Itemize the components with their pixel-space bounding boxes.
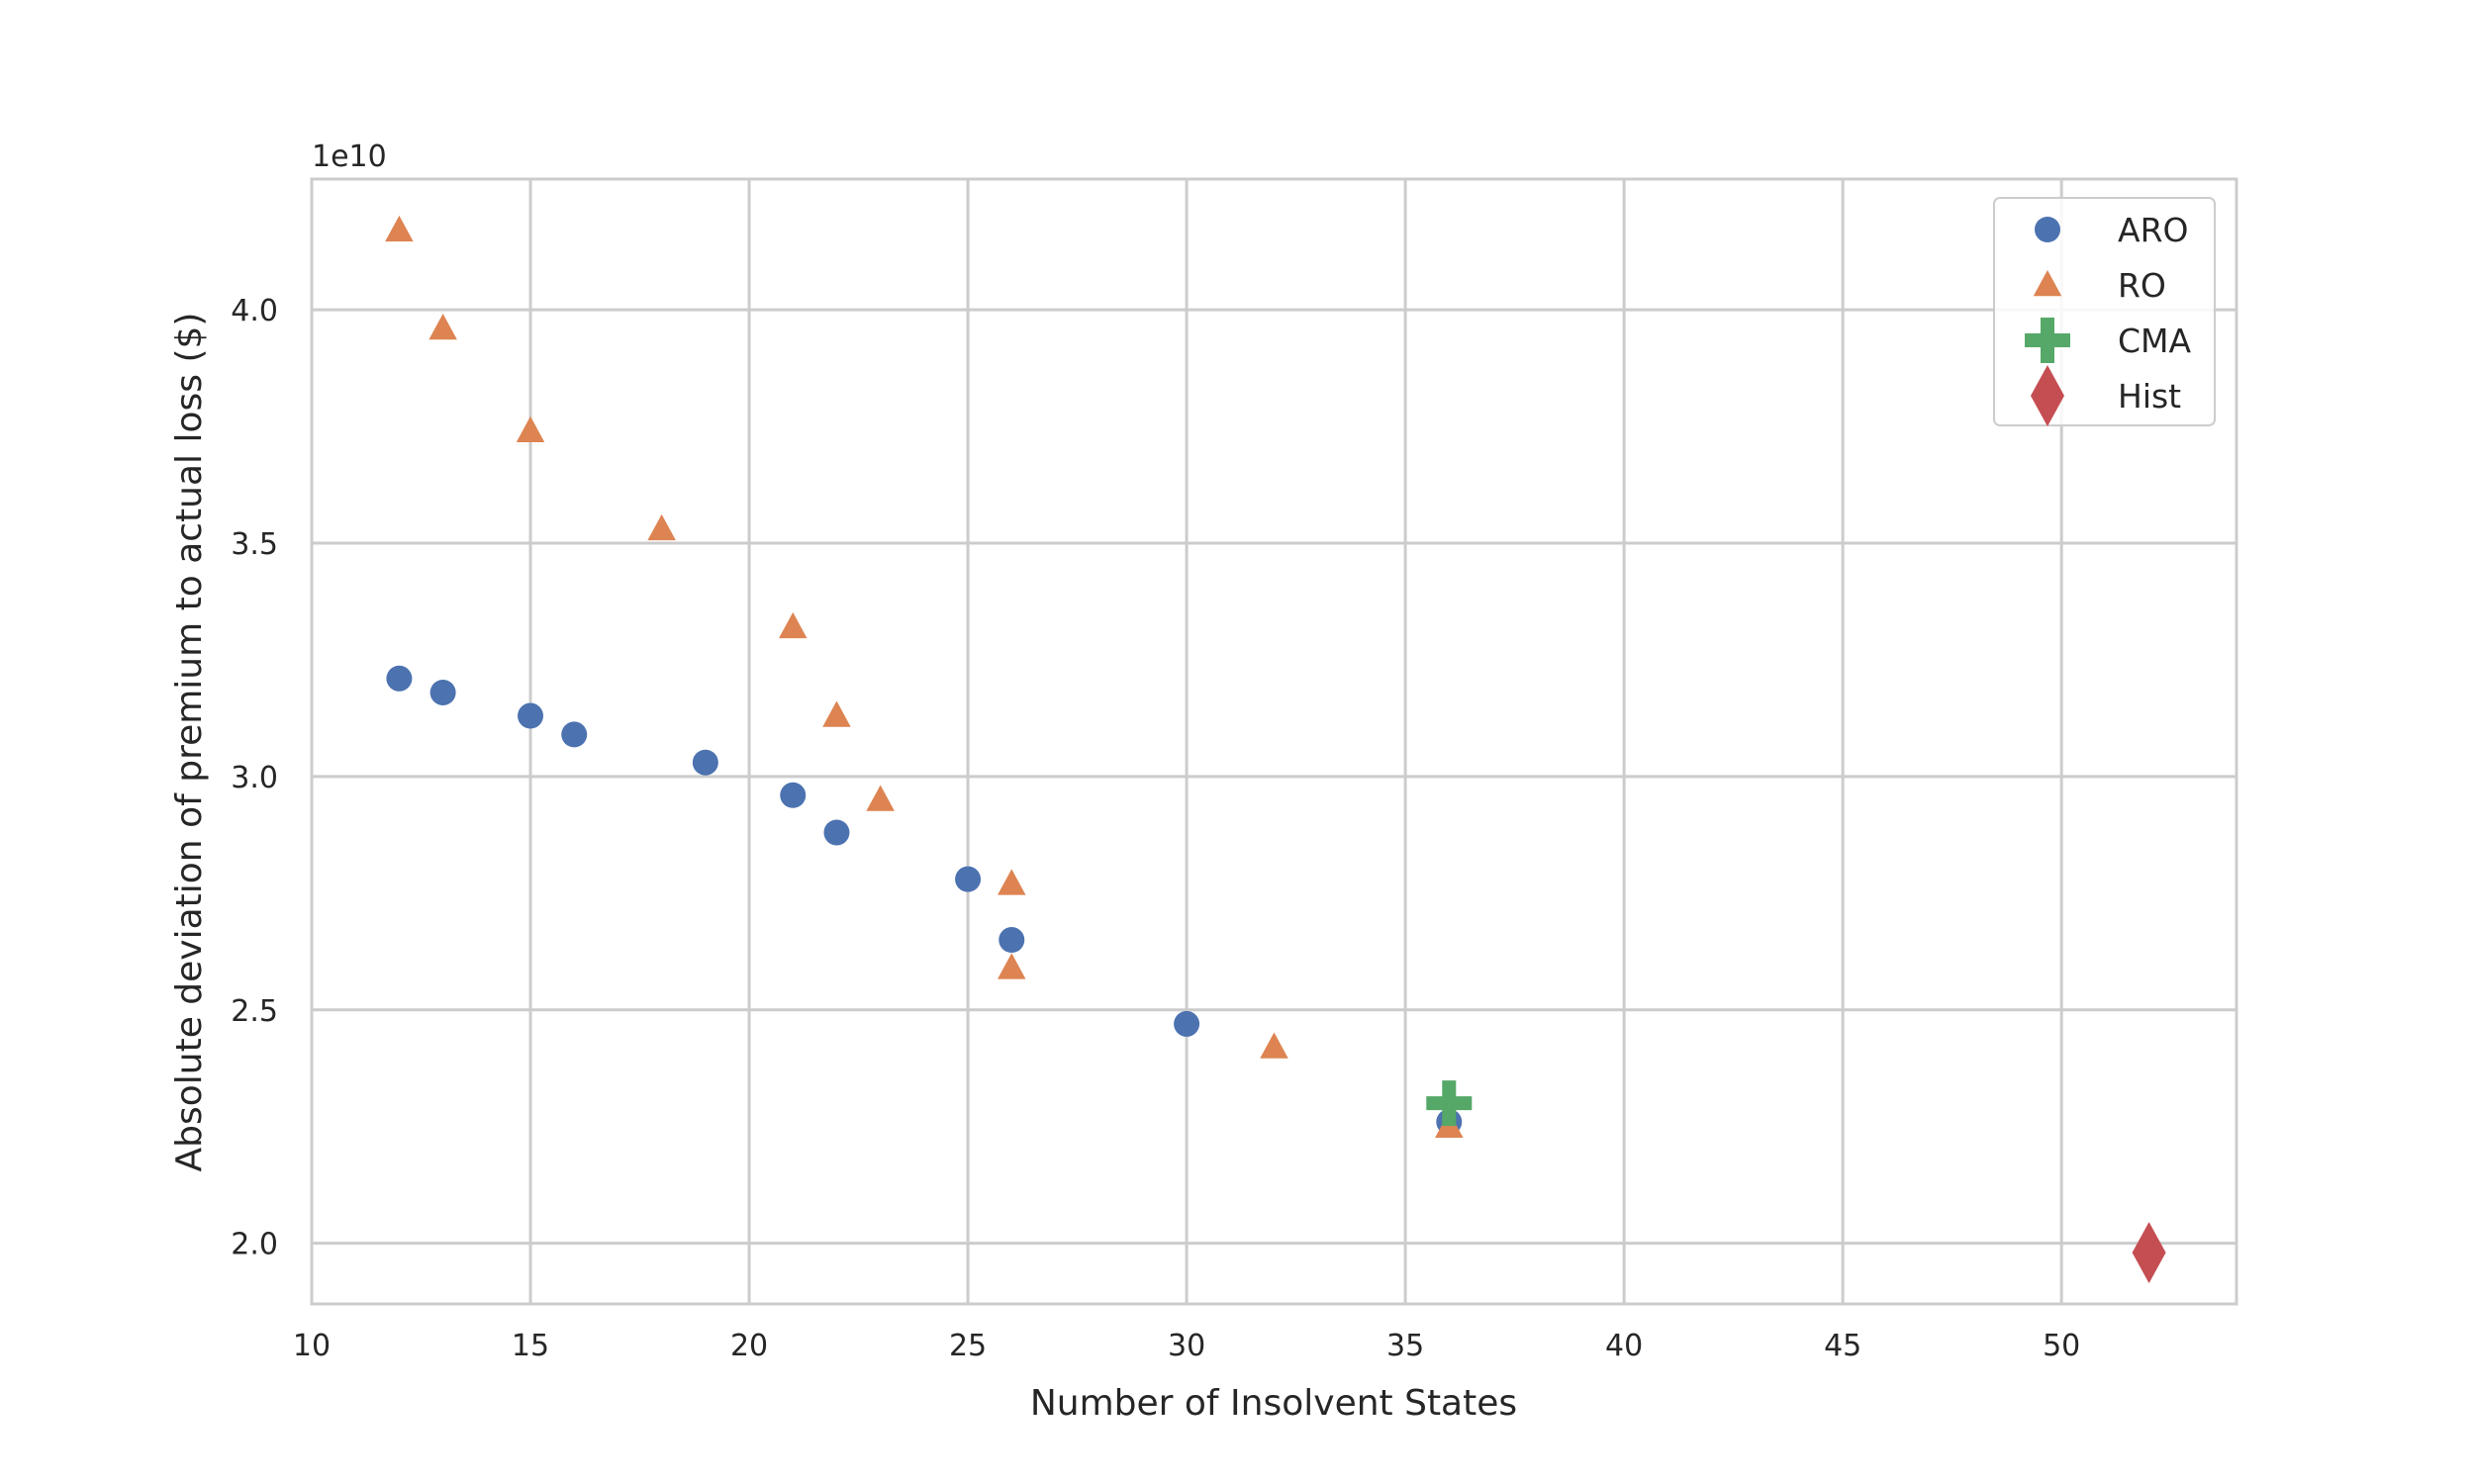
y-tick-label: 3.0 <box>231 761 278 795</box>
ro-point <box>998 869 1026 895</box>
legend: ARO RO CMA Hist <box>1993 197 2216 426</box>
x-tick-label: 30 <box>1168 1329 1205 1363</box>
aro-point <box>518 702 544 729</box>
aro-point <box>386 665 413 692</box>
legend-entry-hist: Hist <box>2031 365 2181 426</box>
plot-area-frame <box>310 177 2238 1306</box>
data-points <box>385 215 2166 1284</box>
x-tick-label: 10 <box>293 1329 331 1363</box>
legend-marker-ro <box>2033 270 2062 297</box>
aro-point <box>429 679 456 705</box>
ro-point <box>516 416 545 443</box>
axis-ticks: 10 15 20 25 30 35 40 45 50 2.0 2.5 3.0 3.5 4.0 <box>231 294 2080 1363</box>
series-ro <box>385 215 1464 1138</box>
legend-label: RO <box>2118 266 2166 305</box>
y-tick-label: 2.5 <box>231 994 278 1029</box>
cma-point <box>1426 1080 1473 1127</box>
y-tick-label: 3.5 <box>231 527 278 562</box>
ro-point <box>779 611 808 639</box>
legend-marker-aro <box>2035 217 2060 242</box>
x-tick-label: 25 <box>949 1329 987 1363</box>
ro-point <box>866 785 895 811</box>
aro-point <box>561 721 588 748</box>
aro-point <box>823 819 850 846</box>
aro-point <box>780 782 807 808</box>
series-hist <box>2132 1222 2166 1284</box>
x-tick-label: 40 <box>1605 1329 1643 1363</box>
legend-entry-aro: ARO <box>2035 211 2188 249</box>
ro-point <box>385 215 414 242</box>
ro-point <box>1260 1032 1288 1059</box>
ro-point <box>822 700 851 727</box>
y-tick-label: 4.0 <box>231 294 278 328</box>
legend-label: Hist <box>2118 377 2181 416</box>
grid-lines <box>310 179 2236 1304</box>
legend-label: CMA <box>2118 322 2192 360</box>
y-axis-offset-label: 1e10 <box>312 139 387 174</box>
legend-entry-cma: CMA <box>2025 318 2192 363</box>
series-cma <box>1426 1080 1473 1127</box>
x-axis-label: Number of Insolvent States <box>1030 1383 1517 1424</box>
legend-marker-cma <box>2025 318 2070 363</box>
ro-point <box>428 313 457 340</box>
series-aro <box>386 665 1463 1136</box>
aro-point <box>999 927 1025 954</box>
x-tick-label: 15 <box>512 1329 549 1363</box>
legend-entry-ro: RO <box>2033 266 2166 305</box>
aro-point <box>692 749 718 776</box>
ro-point <box>998 953 1026 979</box>
x-tick-label: 50 <box>2043 1329 2080 1363</box>
legend-marker-hist <box>2031 365 2064 426</box>
x-tick-label: 35 <box>1386 1329 1424 1363</box>
x-tick-label: 45 <box>1824 1329 1861 1363</box>
hist-point <box>2132 1222 2166 1284</box>
y-axis-label: Absolute deviation of premium to actual … <box>169 313 210 1172</box>
y-tick-label: 2.0 <box>231 1228 278 1262</box>
legend-label: ARO <box>2118 211 2188 249</box>
aro-point <box>1174 1010 1200 1037</box>
x-tick-label: 20 <box>730 1329 768 1363</box>
aro-point <box>955 866 982 892</box>
ro-point <box>647 513 676 541</box>
